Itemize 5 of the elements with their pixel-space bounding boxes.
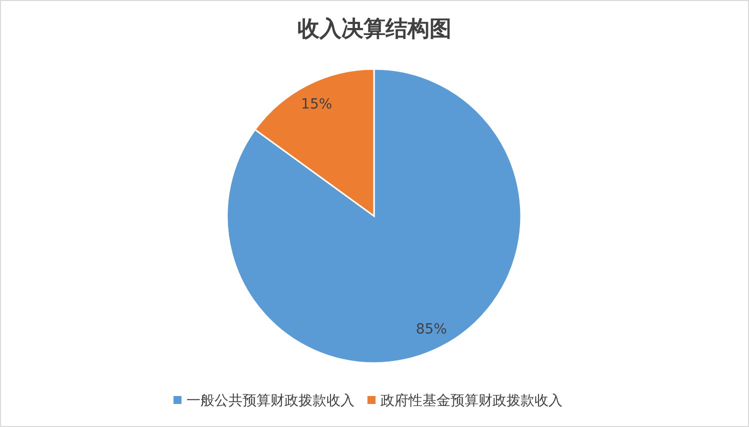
legend-label: 一般公共预算财政拨款收入 <box>186 393 354 409</box>
data-label: 85% <box>416 322 447 338</box>
chart-title: 收入决算结构图 <box>298 17 452 42</box>
legend-label: 政府性基金预算财政拨款收入 <box>380 393 562 409</box>
data-label: 15% <box>301 96 332 112</box>
